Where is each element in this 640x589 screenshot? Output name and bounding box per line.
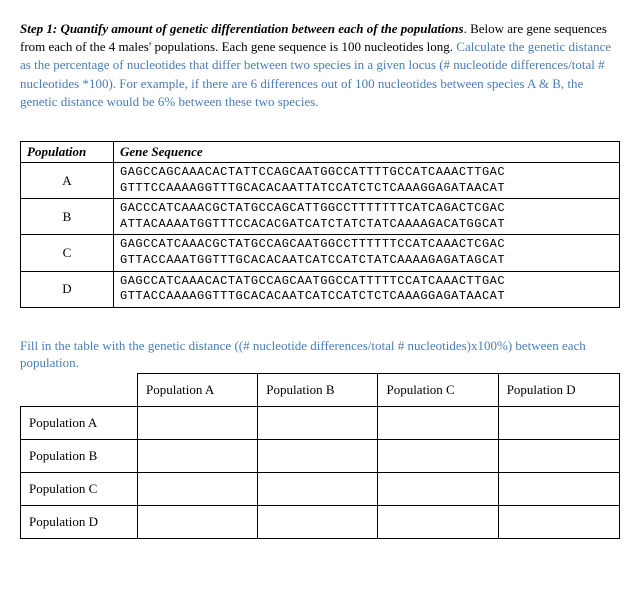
table-row: C GAGCCATCAAACGCTATGCCAGCAATGGCCTTTTTTCC… (21, 235, 620, 271)
dist-cell (378, 506, 498, 539)
dist-cell (258, 440, 378, 473)
seq-line: GTTACCAAATGGTTTGCACACAATCATCCATCTATCAAAA… (120, 253, 613, 269)
seq-line: ATTACAAAATGGTTTCCACACGATCATCTATCTATCAAAA… (120, 217, 613, 233)
corner-cell (21, 374, 138, 407)
dist-cell (378, 440, 498, 473)
dist-cell (498, 506, 619, 539)
dist-row: Population B (21, 440, 620, 473)
dist-cell (258, 407, 378, 440)
step-title: Step 1: Quantify amount of genetic diffe… (20, 21, 464, 36)
seq-cell: GACCCATCAAACGCTATGCCAGCATTGGCCTTTTTTTCAT… (114, 199, 620, 235)
dist-cell (138, 473, 258, 506)
table-row: A GAGCCAGCAAACACTATTCCAGCAATGGCCATTTTGCC… (21, 162, 620, 198)
dist-row: Population D (21, 506, 620, 539)
dist-row: Population C (21, 473, 620, 506)
seq-line: GACCCATCAAACGCTATGCCAGCATTGGCCTTTTTTTCAT… (120, 201, 613, 217)
col-header: Population A (138, 374, 258, 407)
seq-cell: GAGCCATCAAACACTATGCCAGCAATGGCCATTTTTCCAT… (114, 271, 620, 307)
col-header: Population B (258, 374, 378, 407)
col-header: Population D (498, 374, 619, 407)
dist-cell (498, 440, 619, 473)
sequence-table: Population Gene Sequence A GAGCCAGCAAACA… (20, 141, 620, 308)
seq-cell: GAGCCATCAAACGCTATGCCAGCAATGGCCTTTTTTCCAT… (114, 235, 620, 271)
table-header-row: Population Gene Sequence (21, 141, 620, 162)
seq-cell: GAGCCAGCAAACACTATTCCAGCAATGGCCATTTTGCCAT… (114, 162, 620, 198)
intro-paragraph: Step 1: Quantify amount of genetic diffe… (20, 20, 620, 111)
dist-cell (498, 473, 619, 506)
dist-cell (138, 440, 258, 473)
pop-cell: C (21, 235, 114, 271)
dist-row: Population A (21, 407, 620, 440)
row-label: Population A (21, 407, 138, 440)
row-label: Population B (21, 440, 138, 473)
dist-cell (138, 407, 258, 440)
dist-cell (378, 407, 498, 440)
col-header: Population C (378, 374, 498, 407)
row-label: Population C (21, 473, 138, 506)
table-row: D GAGCCATCAAACACTATGCCAGCAATGGCCATTTTTCC… (21, 271, 620, 307)
dist-cell (138, 506, 258, 539)
dist-cell (498, 407, 619, 440)
table-row: B GACCCATCAAACGCTATGCCAGCATTGGCCTTTTTTTC… (21, 199, 620, 235)
seq-line: GAGCCATCAAACGCTATGCCAGCAATGGCCTTTTTTCCAT… (120, 237, 613, 253)
dist-cell (378, 473, 498, 506)
header-population: Population (21, 141, 114, 162)
pop-cell: D (21, 271, 114, 307)
pop-cell: A (21, 162, 114, 198)
dist-cell (258, 506, 378, 539)
distance-table: Population A Population B Population C P… (20, 373, 620, 539)
seq-line: GAGCCATCAAACACTATGCCAGCAATGGCCATTTTTCCAT… (120, 274, 613, 290)
fill-instruction: Fill in the table with the genetic dista… (20, 338, 620, 372)
dist-cell (258, 473, 378, 506)
pop-cell: B (21, 199, 114, 235)
seq-line: GTTTCCAAAAGGTTTGCACACAATTATCCATCTCTCAAAG… (120, 181, 613, 197)
dist-header-row: Population A Population B Population C P… (21, 374, 620, 407)
header-sequence: Gene Sequence (114, 141, 620, 162)
row-label: Population D (21, 506, 138, 539)
seq-line: GAGCCAGCAAACACTATTCCAGCAATGGCCATTTTGCCAT… (120, 165, 613, 181)
seq-line: GTTACCAAAAGGTTTGCACACAATCATCCATCTCTCAAAG… (120, 289, 613, 305)
